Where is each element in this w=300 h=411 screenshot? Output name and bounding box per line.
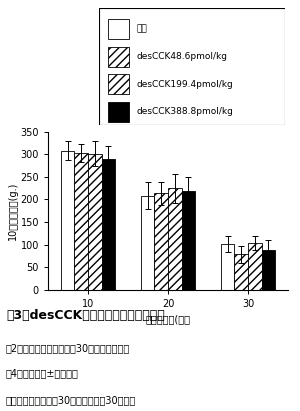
Text: desCCK48.6pmol/kg: desCCK48.6pmol/kg	[136, 52, 227, 61]
Text: 生食: 生食	[136, 25, 147, 34]
Bar	[154, 194, 168, 290]
Bar	[141, 196, 154, 290]
Y-axis label: 10分間採食量(g.): 10分間採食量(g.)	[8, 181, 18, 240]
Bar	[108, 102, 129, 122]
Text: ・注入は給飼開始前30分から開始後30分まで: ・注入は給飼開始前30分から開始後30分まで	[6, 395, 136, 405]
Bar	[221, 244, 234, 290]
Bar	[102, 159, 115, 290]
Bar	[61, 150, 74, 290]
Bar	[108, 47, 129, 67]
Bar	[182, 191, 195, 290]
Text: ・4頭の平均値±標準誤差: ・4頭の平均値±標準誤差	[6, 368, 79, 378]
Text: 図3．desCCK前腸間膜動脈注入の効果: 図3．desCCK前腸間膜動脈注入の効果	[6, 309, 165, 322]
Text: desCCK388.8pmol/kg: desCCK388.8pmol/kg	[136, 107, 233, 116]
Bar	[234, 254, 248, 290]
Bar	[168, 189, 182, 290]
Bar	[248, 243, 262, 290]
Bar	[88, 154, 102, 290]
Bar	[108, 74, 129, 94]
Text: ・2時間給与の給飼開始後30分までの採食量: ・2時間給与の給飼開始後30分までの採食量	[6, 343, 130, 353]
Bar	[262, 250, 275, 290]
X-axis label: 給飼後時間(分）: 給飼後時間(分）	[146, 314, 190, 324]
Bar	[108, 19, 129, 39]
Text: desCCK199.4pmol/kg: desCCK199.4pmol/kg	[136, 80, 233, 89]
Bar	[74, 153, 88, 290]
